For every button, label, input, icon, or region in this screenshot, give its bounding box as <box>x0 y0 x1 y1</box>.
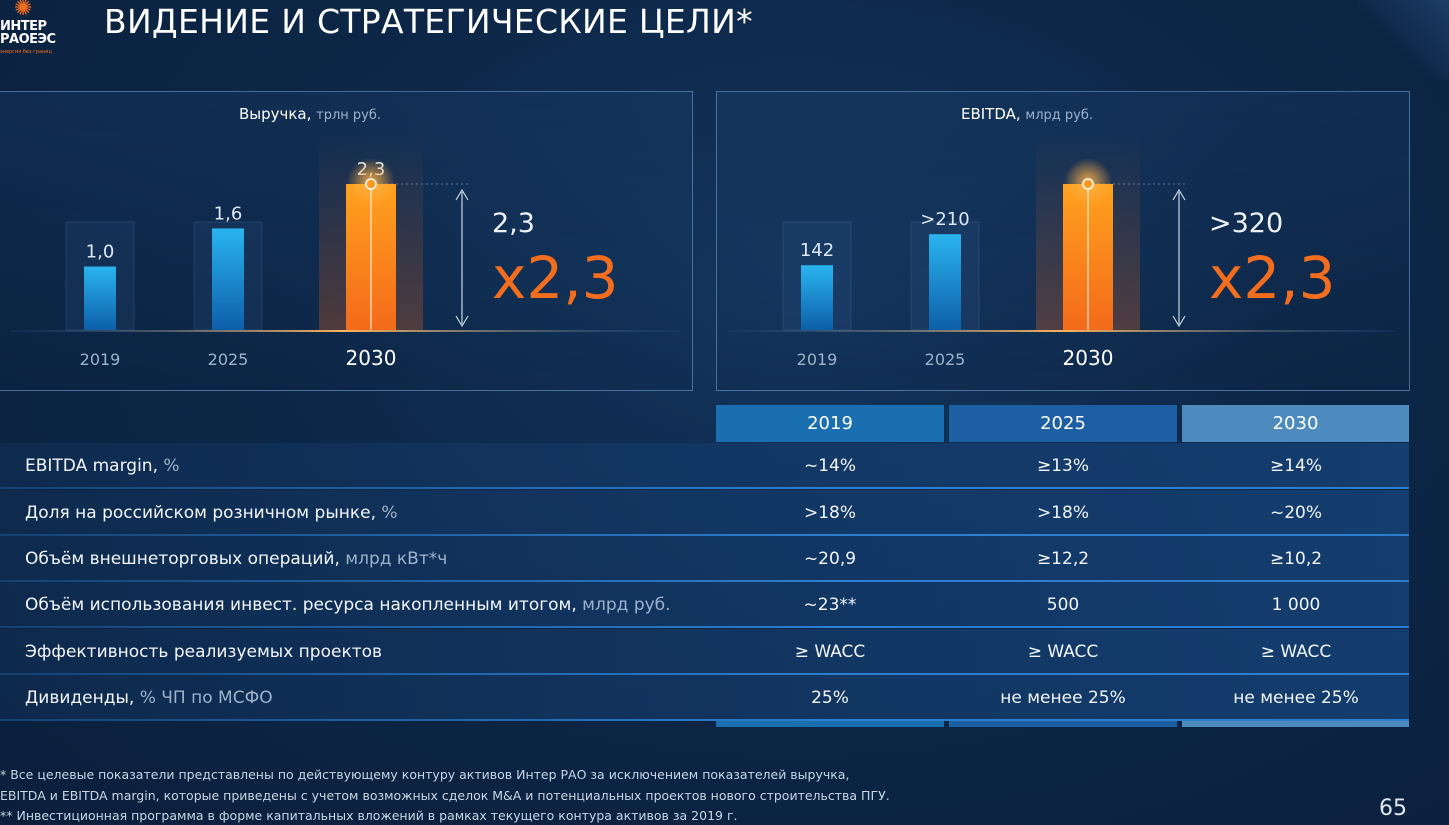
cell-2019: 25% <box>811 688 849 708</box>
row-label: Эффективность реализуемых проектов <box>25 629 382 675</box>
cell-2025: не менее 25% <box>1000 688 1126 708</box>
row-label-text: EBITDA margin, <box>25 456 158 476</box>
arrow-down-icon <box>1172 315 1186 328</box>
logo-tagline: энергия без границ <box>0 49 52 55</box>
row-unit: млрд кВт*ч <box>339 549 448 569</box>
row-label-text: Доля на российском розничном рынке, <box>25 503 376 523</box>
ebitda-chart-panel: 142 2019 >210 2025 2030 >320 x2,3 EBITDA, млрд … <box>716 91 1410 391</box>
table-row: EBITDA margin, % ~14% ≥13% ≥14% <box>0 443 1409 489</box>
cell-2019: ~20,9 <box>803 549 857 569</box>
chart-title: EBITDA, млрд руб. <box>961 105 1093 123</box>
cell-2025: ≥13% <box>1036 456 1090 476</box>
sun-logo-icon: ✺ <box>14 0 33 21</box>
row-unit: % ЧП по МСФО <box>134 688 273 708</box>
arrow-up-icon <box>455 188 469 201</box>
cell-2030: не менее 25% <box>1233 688 1359 708</box>
company-logo: ✺ ИНТЕР РАОЕЭС энергия без границ <box>0 0 80 58</box>
baseline <box>727 330 1397 332</box>
x-tick-2019: 2019 <box>80 350 121 369</box>
x-tick-2030: 2030 <box>1063 346 1114 370</box>
growth-label: >320 <box>1209 208 1283 239</box>
value-label-2025: 1,6 <box>214 203 243 224</box>
x-tick-2025: 2025 <box>208 350 249 369</box>
arrow-up-icon <box>1172 188 1186 201</box>
row-label-text: Объём внешнеторговых операций, <box>25 549 340 569</box>
cell-2030: ~20% <box>1269 503 1323 523</box>
row-label-text: Эффективность реализуемых проектов <box>25 642 383 662</box>
footnote-3: ** Инвестиционная программа в форме капи… <box>0 808 738 823</box>
row-unit: % <box>375 503 398 523</box>
cell-2025: 500 <box>1046 595 1080 615</box>
growth-label: 2,3 <box>492 208 535 239</box>
table-row: Эффективность реализуемых проектов ≥ WAC… <box>0 629 1409 675</box>
x-tick-2025: 2025 <box>925 350 966 369</box>
corner-decoration <box>1359 0 1449 80</box>
baseline <box>10 330 680 332</box>
cell-2030: ≥14% <box>1269 456 1323 476</box>
growth-multiplier: x2,3 <box>1209 244 1336 312</box>
logo-text-line1: ИНТЕР <box>0 19 47 34</box>
row-label-text: Дивиденды, <box>25 688 135 708</box>
highlight-marker <box>365 178 377 190</box>
bar-2019 <box>801 265 833 330</box>
bar-2025 <box>212 228 244 330</box>
row-label-text: Объём использования инвест. ресурса нако… <box>25 595 577 615</box>
row-label: Дивиденды, % ЧП по МСФО <box>25 675 273 721</box>
chart-title-main: Выручка, <box>239 105 316 123</box>
table-row: Дивиденды, % ЧП по МСФО 25% не менее 25%… <box>0 675 1409 721</box>
cell-2019: >18% <box>803 503 857 523</box>
x-tick-2019: 2019 <box>797 350 838 369</box>
table-row: Доля на российском розничном рынке, % >1… <box>0 490 1409 536</box>
logo-text-line2: РАОЕЭС <box>0 32 56 47</box>
row-label: Доля на российском розничном рынке, % <box>25 490 398 536</box>
value-label-2019: 1,0 <box>86 242 115 263</box>
ebitda-chart: 142 2019 >210 2025 2030 >320 x2,3 EBITDA, млрд … <box>727 105 1397 370</box>
table-row: Объём использования инвест. ресурса нако… <box>0 582 1409 628</box>
cell-2025: >18% <box>1036 503 1090 523</box>
cell-2025: ≥12,2 <box>1036 549 1090 569</box>
chart-title: Выручка, трлн руб. <box>239 105 381 123</box>
highlight-marker <box>1082 178 1094 190</box>
column-accent-2025 <box>949 721 1177 727</box>
cell-2019: ~14% <box>803 456 857 476</box>
row-label: EBITDA margin, % <box>25 443 180 489</box>
x-tick-2030: 2030 <box>346 346 397 370</box>
chart-title-unit: трлн руб. <box>316 108 381 123</box>
footnote-2: EBITDA и EBITDA margin, которые приведен… <box>0 788 890 803</box>
growth-multiplier: x2,3 <box>492 244 619 312</box>
bar-2019 <box>84 266 116 330</box>
cell-2030: ≥ WACC <box>1260 642 1332 662</box>
page-title: ВИДЕНИЕ И СТРАТЕГИЧЕСКИЕ ЦЕЛИ* <box>104 2 753 41</box>
bar-2025 <box>929 234 961 330</box>
table-header-2025: 2025 <box>949 405 1177 442</box>
page-number: 65 <box>1379 796 1407 821</box>
row-unit: % <box>158 456 180 476</box>
cell-2019: ~23** <box>803 595 857 615</box>
value-label-2019: 142 <box>800 240 834 261</box>
table-row: Объём внешнеторговых операций, млрд кВт*… <box>0 536 1409 582</box>
arrow-down-icon <box>455 315 469 328</box>
cell-2030: 1 000 <box>1271 595 1321 615</box>
cell-2030: ≥10,2 <box>1269 549 1323 569</box>
row-unit: млрд руб. <box>576 595 671 615</box>
row-label: Объём внешнеторговых операций, млрд кВт*… <box>25 536 447 582</box>
table-header-2019: 2019 <box>716 405 944 442</box>
chart-title-main: EBITDA, <box>961 105 1025 123</box>
cell-2025: ≥ WACC <box>1027 642 1099 662</box>
value-label-2025: >210 <box>920 209 969 230</box>
column-accent-2019 <box>716 721 944 727</box>
footnote-1: * Все целевые показатели представлены по… <box>0 767 850 782</box>
row-label: Объём использования инвест. ресурса нако… <box>25 582 671 628</box>
chart-title-unit: млрд руб. <box>1025 108 1093 123</box>
cell-2019: ≥ WACC <box>794 642 866 662</box>
table-header-2030: 2030 <box>1182 405 1409 442</box>
column-accent-2030 <box>1182 721 1409 727</box>
